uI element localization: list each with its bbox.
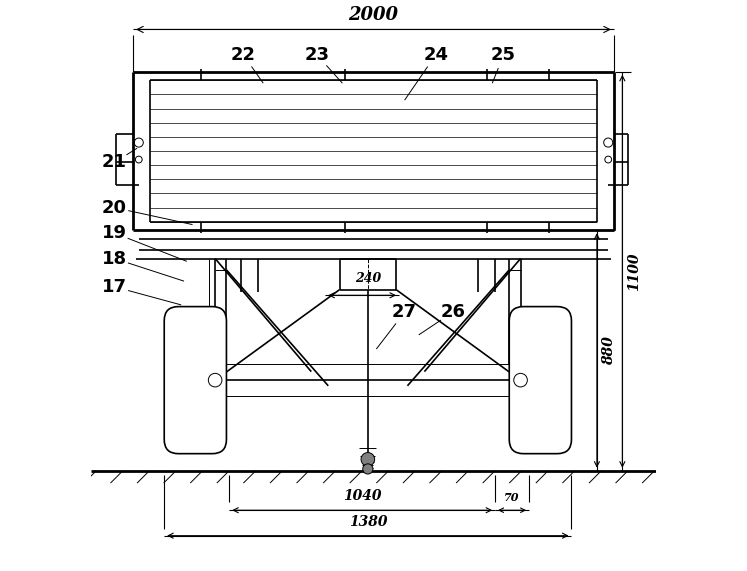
Text: 25: 25 bbox=[491, 46, 516, 64]
Text: 18: 18 bbox=[102, 250, 127, 268]
Text: 2000: 2000 bbox=[349, 6, 398, 24]
Text: 19: 19 bbox=[102, 224, 127, 242]
FancyBboxPatch shape bbox=[509, 307, 571, 454]
Circle shape bbox=[361, 453, 375, 466]
Text: 27: 27 bbox=[392, 303, 417, 321]
Text: 26: 26 bbox=[440, 303, 465, 321]
Text: 17: 17 bbox=[102, 278, 127, 296]
Text: 22: 22 bbox=[231, 46, 256, 64]
Text: 20: 20 bbox=[102, 199, 127, 216]
Text: 23: 23 bbox=[305, 46, 329, 64]
Text: 1040: 1040 bbox=[343, 489, 382, 504]
Text: 240: 240 bbox=[355, 272, 381, 285]
Text: 24: 24 bbox=[424, 46, 448, 64]
Text: 1380: 1380 bbox=[349, 515, 387, 529]
Text: 70: 70 bbox=[504, 492, 520, 504]
Text: 880: 880 bbox=[602, 336, 616, 365]
Circle shape bbox=[363, 464, 373, 474]
FancyBboxPatch shape bbox=[164, 307, 226, 454]
Text: 21: 21 bbox=[102, 154, 127, 171]
Text: 1100: 1100 bbox=[627, 252, 642, 291]
